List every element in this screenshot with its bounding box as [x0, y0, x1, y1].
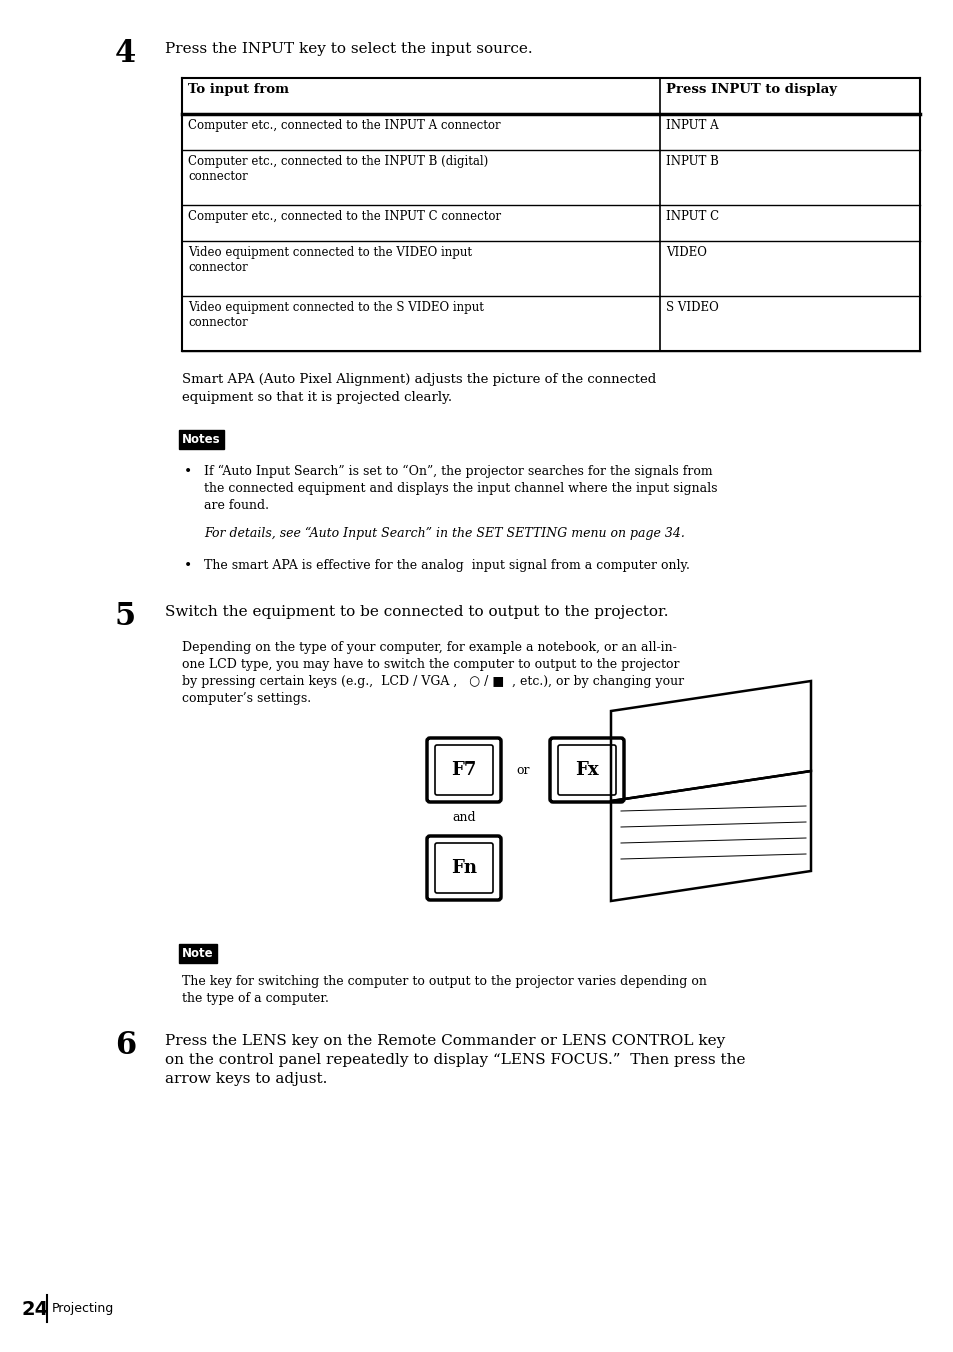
- Text: VIDEO: VIDEO: [665, 246, 706, 260]
- Text: are found.: are found.: [204, 499, 269, 512]
- FancyBboxPatch shape: [550, 738, 623, 802]
- Text: Notes: Notes: [182, 433, 220, 446]
- Text: Press INPUT to display: Press INPUT to display: [665, 82, 836, 96]
- Text: The key for switching the computer to output to the projector varies depending o: The key for switching the computer to ou…: [182, 975, 706, 988]
- Text: INPUT C: INPUT C: [665, 210, 719, 223]
- Text: Switch the equipment to be connected to output to the projector.: Switch the equipment to be connected to …: [165, 604, 668, 619]
- Text: Depending on the type of your computer, for example a notebook, or an all-in-: Depending on the type of your computer, …: [182, 641, 676, 654]
- FancyBboxPatch shape: [427, 738, 500, 802]
- Text: computer’s settings.: computer’s settings.: [182, 692, 311, 704]
- Text: the connected equipment and displays the input channel where the input signals: the connected equipment and displays the…: [204, 483, 717, 495]
- Text: 6: 6: [115, 1030, 136, 1061]
- Text: INPUT B: INPUT B: [665, 155, 719, 168]
- Text: by pressing certain keys (e.g.,  LCD / VGA ,   ○ / ■  , etc.), or by changing yo: by pressing certain keys (e.g., LCD / VG…: [182, 675, 683, 688]
- Text: Press the LENS key on the Remote Commander or LENS CONTROL key: Press the LENS key on the Remote Command…: [165, 1034, 724, 1048]
- Text: Video equipment connected to the S VIDEO input
connector: Video equipment connected to the S VIDEO…: [188, 301, 483, 329]
- Text: one LCD type, you may have to switch the computer to output to the projector: one LCD type, you may have to switch the…: [182, 658, 679, 671]
- Text: The smart APA is effective for the analog  input signal from a computer only.: The smart APA is effective for the analo…: [204, 558, 689, 572]
- Text: Note: Note: [182, 946, 213, 960]
- Text: on the control panel repeatedly to display “LENS FOCUS.”  Then press the: on the control panel repeatedly to displ…: [165, 1053, 744, 1067]
- Text: Video equipment connected to the VIDEO input
connector: Video equipment connected to the VIDEO i…: [188, 246, 472, 274]
- Text: •: •: [184, 558, 193, 573]
- Text: Projecting: Projecting: [52, 1302, 114, 1315]
- Text: Press the INPUT key to select the input source.: Press the INPUT key to select the input …: [165, 42, 532, 55]
- Text: F7: F7: [451, 761, 476, 779]
- FancyBboxPatch shape: [427, 836, 500, 900]
- Text: If “Auto Input Search” is set to “On”, the projector searches for the signals fr: If “Auto Input Search” is set to “On”, t…: [204, 465, 712, 479]
- FancyBboxPatch shape: [558, 745, 616, 795]
- Text: Computer etc., connected to the INPUT A connector: Computer etc., connected to the INPUT A …: [188, 119, 500, 132]
- Text: Smart APA (Auto Pixel Alignment) adjusts the picture of the connected
equipment : Smart APA (Auto Pixel Alignment) adjusts…: [182, 373, 656, 404]
- FancyBboxPatch shape: [435, 745, 493, 795]
- Text: For details, see “Auto Input Search” in the SET SETTING menu on page 34.: For details, see “Auto Input Search” in …: [204, 527, 684, 541]
- Text: Computer etc., connected to the INPUT B (digital)
connector: Computer etc., connected to the INPUT B …: [188, 155, 488, 183]
- Text: Fx: Fx: [575, 761, 598, 779]
- Text: arrow keys to adjust.: arrow keys to adjust.: [165, 1072, 327, 1086]
- Text: 24: 24: [22, 1301, 50, 1320]
- Text: INPUT A: INPUT A: [665, 119, 718, 132]
- Text: Fn: Fn: [451, 859, 476, 877]
- Text: •: •: [184, 465, 193, 479]
- Text: To input from: To input from: [188, 82, 289, 96]
- Text: and: and: [452, 811, 476, 823]
- Text: S VIDEO: S VIDEO: [665, 301, 718, 314]
- Text: 4: 4: [115, 38, 136, 69]
- Text: Computer etc., connected to the INPUT C connector: Computer etc., connected to the INPUT C …: [188, 210, 500, 223]
- Text: the type of a computer.: the type of a computer.: [182, 992, 329, 1005]
- Text: 5: 5: [115, 602, 136, 631]
- FancyBboxPatch shape: [435, 844, 493, 894]
- Text: or: or: [516, 764, 529, 776]
